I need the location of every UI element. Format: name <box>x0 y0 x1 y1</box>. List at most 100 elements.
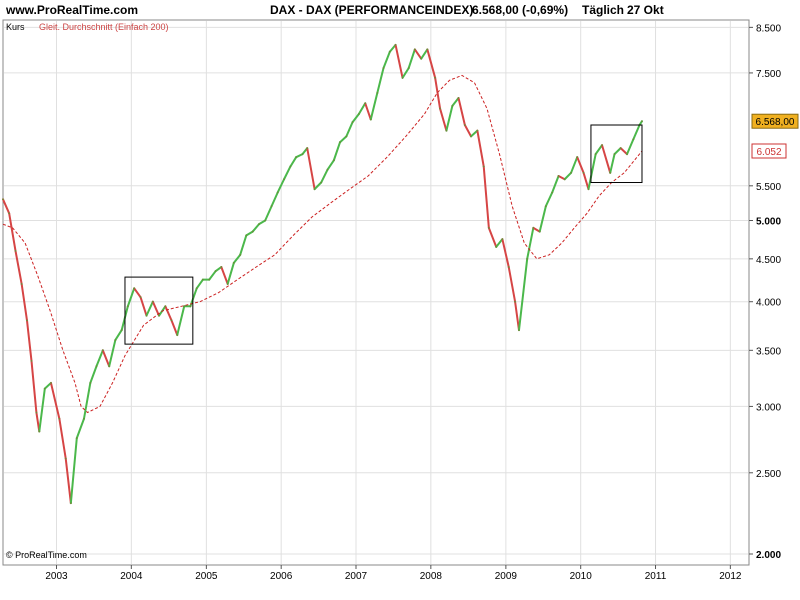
price-point <box>458 97 460 99</box>
price-point <box>21 283 23 285</box>
price-point <box>44 388 46 390</box>
price-point <box>383 67 385 69</box>
price-point <box>295 156 297 158</box>
price-point <box>376 92 378 94</box>
price-point <box>320 182 322 184</box>
price-point <box>551 192 553 194</box>
y-tick-label-4000: 4.000 <box>756 298 781 309</box>
price-point <box>31 360 33 362</box>
price-point <box>632 138 634 140</box>
price-point <box>58 418 60 420</box>
x-tick-label-2006: 2006 <box>270 571 293 582</box>
price-point <box>264 220 266 222</box>
price-point <box>389 51 391 53</box>
x-tick-label-2004: 2004 <box>120 571 143 582</box>
price-point <box>277 192 279 194</box>
price-point <box>189 305 191 307</box>
y-tick-label-5000: 5.000 <box>756 216 781 227</box>
price-point <box>352 121 354 123</box>
price-point <box>339 141 341 143</box>
site-name: www.ProRealTime.com <box>5 3 138 17</box>
ma-value-label: 6.052 <box>756 147 781 158</box>
price-point <box>358 113 360 115</box>
price-point <box>446 130 448 132</box>
legend-price: Kurs <box>6 22 25 32</box>
price-point <box>614 153 616 155</box>
y-tick-label-7500: 7.500 <box>756 69 781 80</box>
price-point <box>539 231 541 233</box>
price-point <box>641 120 643 122</box>
price-point <box>414 49 416 51</box>
price-point <box>252 231 254 233</box>
price-point <box>89 382 91 384</box>
price-point <box>588 188 590 190</box>
period-label: Täglich <box>582 3 624 17</box>
price-point <box>364 102 366 104</box>
copyright: © ProRealTime.com <box>6 550 87 560</box>
y-tick-label-2000: 2.000 <box>756 550 781 561</box>
price-point <box>333 159 335 161</box>
price-point <box>38 431 40 433</box>
price-point <box>464 124 466 126</box>
price-point <box>501 238 503 240</box>
y-tick-label-4500: 4.500 <box>756 255 781 266</box>
price-point <box>532 227 534 229</box>
price-point <box>133 287 135 289</box>
y-tick-label-8500: 8.500 <box>756 23 781 34</box>
price-point <box>36 412 38 414</box>
price-point <box>576 156 578 158</box>
price-point <box>306 147 308 149</box>
price-point <box>558 175 560 177</box>
price-point <box>476 130 478 132</box>
quote-date: 27 Okt <box>627 3 664 17</box>
last-value-label: 6.568,00 <box>756 117 795 128</box>
price-point <box>495 246 497 248</box>
price-point <box>564 178 566 180</box>
price-point <box>208 279 210 281</box>
price-point <box>108 365 110 367</box>
price-point <box>514 301 516 303</box>
x-tick-label-2012: 2012 <box>719 571 742 582</box>
price-point <box>227 283 229 285</box>
price-point <box>470 135 472 137</box>
y-tick-label-3500: 3.500 <box>756 346 781 357</box>
price-point <box>183 305 185 307</box>
price-point <box>114 339 116 341</box>
price-point <box>626 153 628 155</box>
y-tick-label-5500: 5.500 <box>756 182 781 193</box>
price-point <box>595 153 597 155</box>
price-point <box>2 198 4 200</box>
price-point <box>526 258 528 260</box>
price-point <box>220 266 222 268</box>
price-point <box>50 382 52 384</box>
x-tick-label-2009: 2009 <box>495 571 518 582</box>
price-point <box>451 105 453 107</box>
price-point <box>483 166 485 168</box>
price-point <box>508 266 510 268</box>
price-point <box>420 58 422 60</box>
x-tick-label-2008: 2008 <box>420 571 443 582</box>
price-point <box>233 262 235 264</box>
quote-value: 6.568,00 (-0,69%) <box>472 3 568 17</box>
price-point <box>258 223 260 225</box>
price-point <box>146 315 148 317</box>
price-point <box>121 329 123 331</box>
price-point <box>271 205 273 207</box>
price-point <box>601 144 603 146</box>
price-point <box>96 365 98 367</box>
price-point <box>620 147 622 149</box>
price-point <box>15 250 17 252</box>
price-point <box>345 135 347 137</box>
legend-moving-average: Gleit. Durchschnitt (Einfach 200) <box>39 22 169 32</box>
price-point <box>65 458 67 460</box>
price-point <box>518 329 520 331</box>
instrument-title: DAX - DAX (PERFORMANCEINDEX) <box>270 3 473 17</box>
price-point <box>290 166 292 168</box>
price-point <box>245 234 247 236</box>
y-tick-label-2500: 2.500 <box>756 469 781 480</box>
price-point <box>283 178 285 180</box>
price-point <box>327 169 329 171</box>
price-point <box>102 349 104 351</box>
price-point <box>202 279 204 281</box>
